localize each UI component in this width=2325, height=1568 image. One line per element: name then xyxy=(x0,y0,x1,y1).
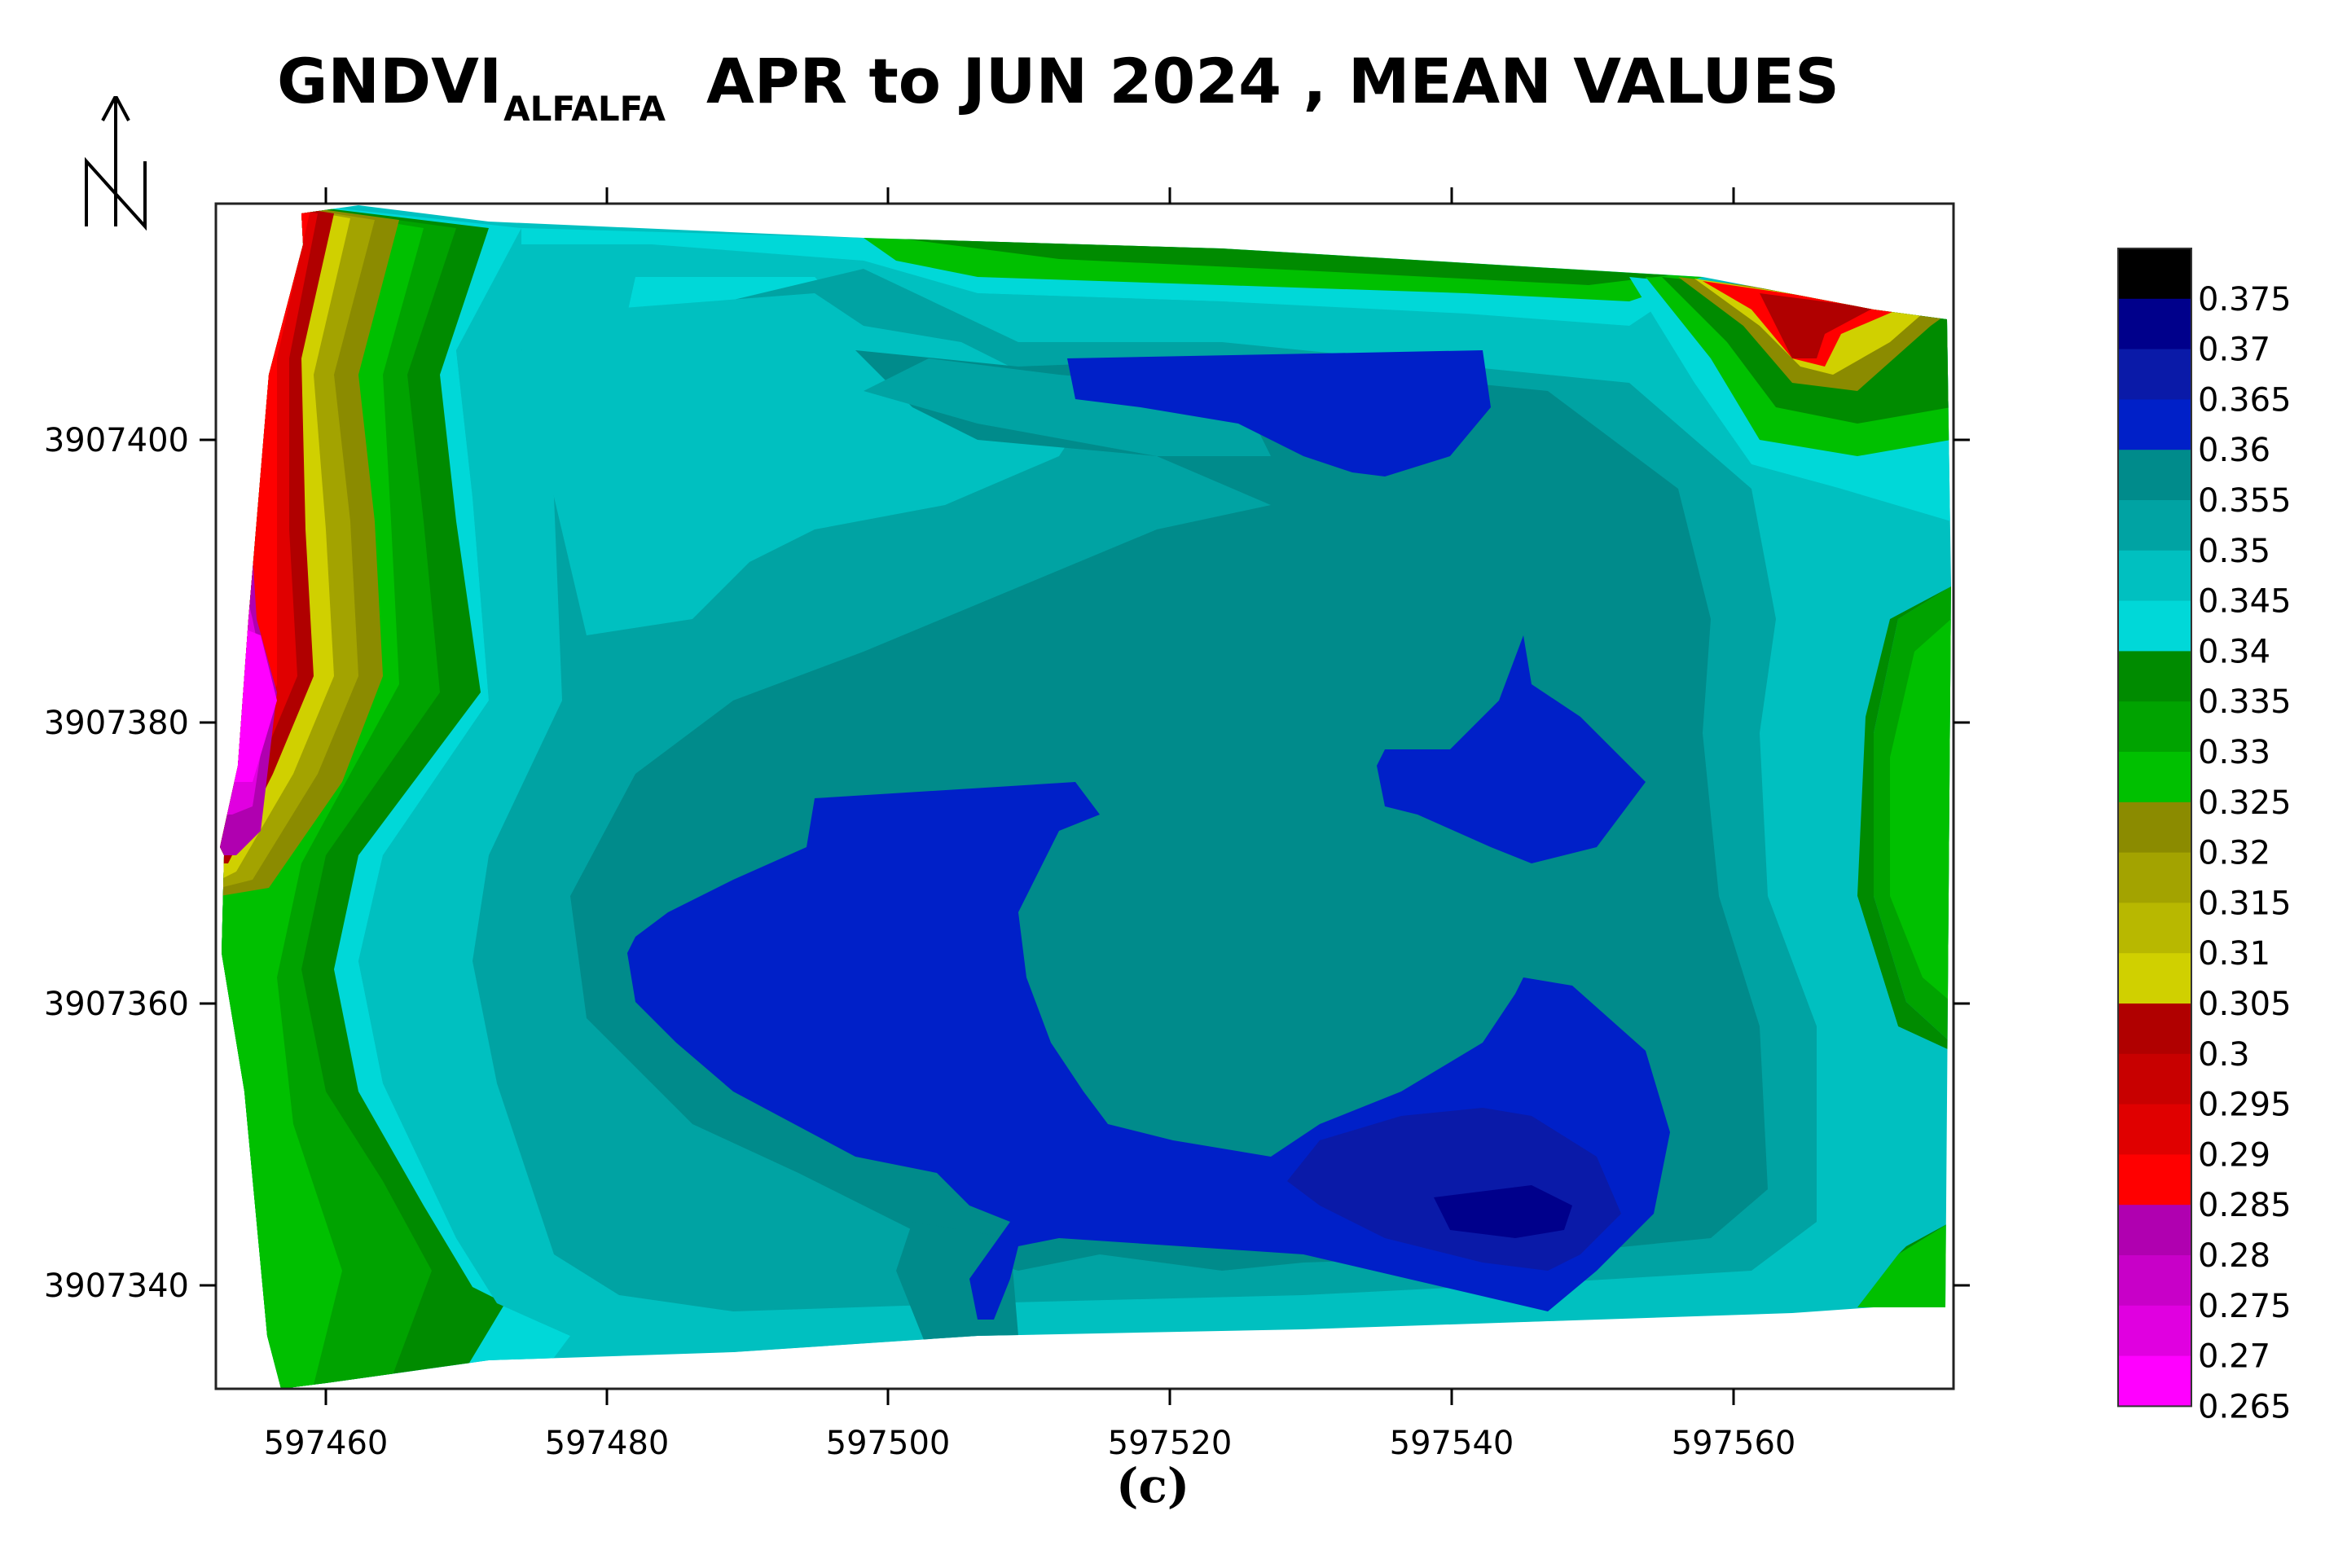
legend-color-box xyxy=(2118,651,2191,702)
legend-label: 0.31 xyxy=(2198,935,2270,973)
x-tick-label: 597480 xyxy=(545,1425,670,1462)
legend-color-box xyxy=(2118,752,2191,803)
north-arrow-icon xyxy=(85,96,147,231)
title-subscript: ALFALFA xyxy=(503,89,666,129)
legend-color-box xyxy=(2118,500,2191,551)
legend-label: 0.33 xyxy=(2198,734,2270,771)
title-rest: APR to JUN 2024 , MEAN VALUES xyxy=(705,45,1839,117)
title-main: GNDVI xyxy=(277,45,503,117)
y-tick-label: 3907380 xyxy=(44,705,189,742)
legend-color-box xyxy=(2118,852,2191,903)
x-tick-label: 597460 xyxy=(264,1425,389,1462)
legend-color-box xyxy=(2118,1053,2191,1105)
legend-label: 0.285 xyxy=(2198,1187,2292,1224)
legend-label: 0.28 xyxy=(2198,1237,2270,1275)
legend-label: 0.325 xyxy=(2198,784,2292,822)
legend-color-box xyxy=(2118,550,2191,602)
legend-color-box xyxy=(2118,1104,2191,1155)
legend-frame xyxy=(2117,248,2192,1408)
legend-label: 0.36 xyxy=(2198,432,2270,469)
legend-color-box xyxy=(2118,349,2191,400)
legend-label: 0.3 xyxy=(2198,1036,2250,1074)
legend-color-box xyxy=(2118,1205,2191,1256)
legend-color-box xyxy=(2118,1305,2191,1357)
gndvi-surface xyxy=(220,205,1951,1389)
legend-color-box xyxy=(2118,1255,2191,1307)
legend-label: 0.305 xyxy=(2198,986,2292,1023)
legend-label: 0.345 xyxy=(2198,583,2292,621)
legend-label: 0.29 xyxy=(2198,1136,2270,1174)
x-tick-label: 597560 xyxy=(1672,1425,1796,1462)
x-axis-tick-labels: 597460 597480 597500 597520 597540 59756… xyxy=(264,1425,1796,1462)
figure-caption: (c) xyxy=(1116,1458,1190,1513)
legend-label: 0.365 xyxy=(2198,381,2292,419)
legend-color-box xyxy=(2118,450,2191,501)
legend-color-box xyxy=(2118,903,2191,954)
legend-label: 0.265 xyxy=(2198,1388,2292,1425)
legend-color-box xyxy=(2118,802,2191,854)
legend-label: 0.37 xyxy=(2198,332,2270,369)
y-axis-tick-labels: 3907400 3907380 3907360 3907340 xyxy=(44,422,189,1305)
legend-label: 0.375 xyxy=(2198,281,2292,318)
legend-color-box xyxy=(2118,1154,2191,1206)
legend-color-box xyxy=(2118,1004,2191,1055)
legend-label: 0.295 xyxy=(2198,1087,2292,1124)
legend-label: 0.32 xyxy=(2198,835,2270,872)
legend-label: 0.35 xyxy=(2198,533,2270,570)
legend-label: 0.355 xyxy=(2198,482,2292,520)
legend-label: 0.275 xyxy=(2198,1288,2292,1325)
y-tick-label: 3907360 xyxy=(44,986,189,1023)
chart-title: GNDVIALFALFA APR to JUN 2024 , MEAN VALUE… xyxy=(277,45,1839,129)
legend-label: 0.34 xyxy=(2198,633,2270,670)
legend-color-box xyxy=(2118,248,2191,300)
x-tick-label: 597540 xyxy=(1390,1425,1514,1462)
legend-color-box xyxy=(2118,953,2191,1004)
legend-color-box xyxy=(2118,600,2191,652)
legend-label: 0.335 xyxy=(2198,683,2292,721)
legend-color-box xyxy=(2118,701,2191,753)
y-tick-label: 3907340 xyxy=(44,1267,189,1305)
x-tick-label: 597500 xyxy=(826,1425,951,1462)
legend-label: 0.315 xyxy=(2198,885,2292,922)
legend-color-box xyxy=(2118,298,2191,350)
legend-label: 0.27 xyxy=(2198,1338,2270,1376)
legend-color-box xyxy=(2118,1355,2191,1407)
y-tick-label: 3907400 xyxy=(44,422,189,459)
legend-color-box xyxy=(2118,399,2191,450)
x-tick-label: 597520 xyxy=(1108,1425,1233,1462)
